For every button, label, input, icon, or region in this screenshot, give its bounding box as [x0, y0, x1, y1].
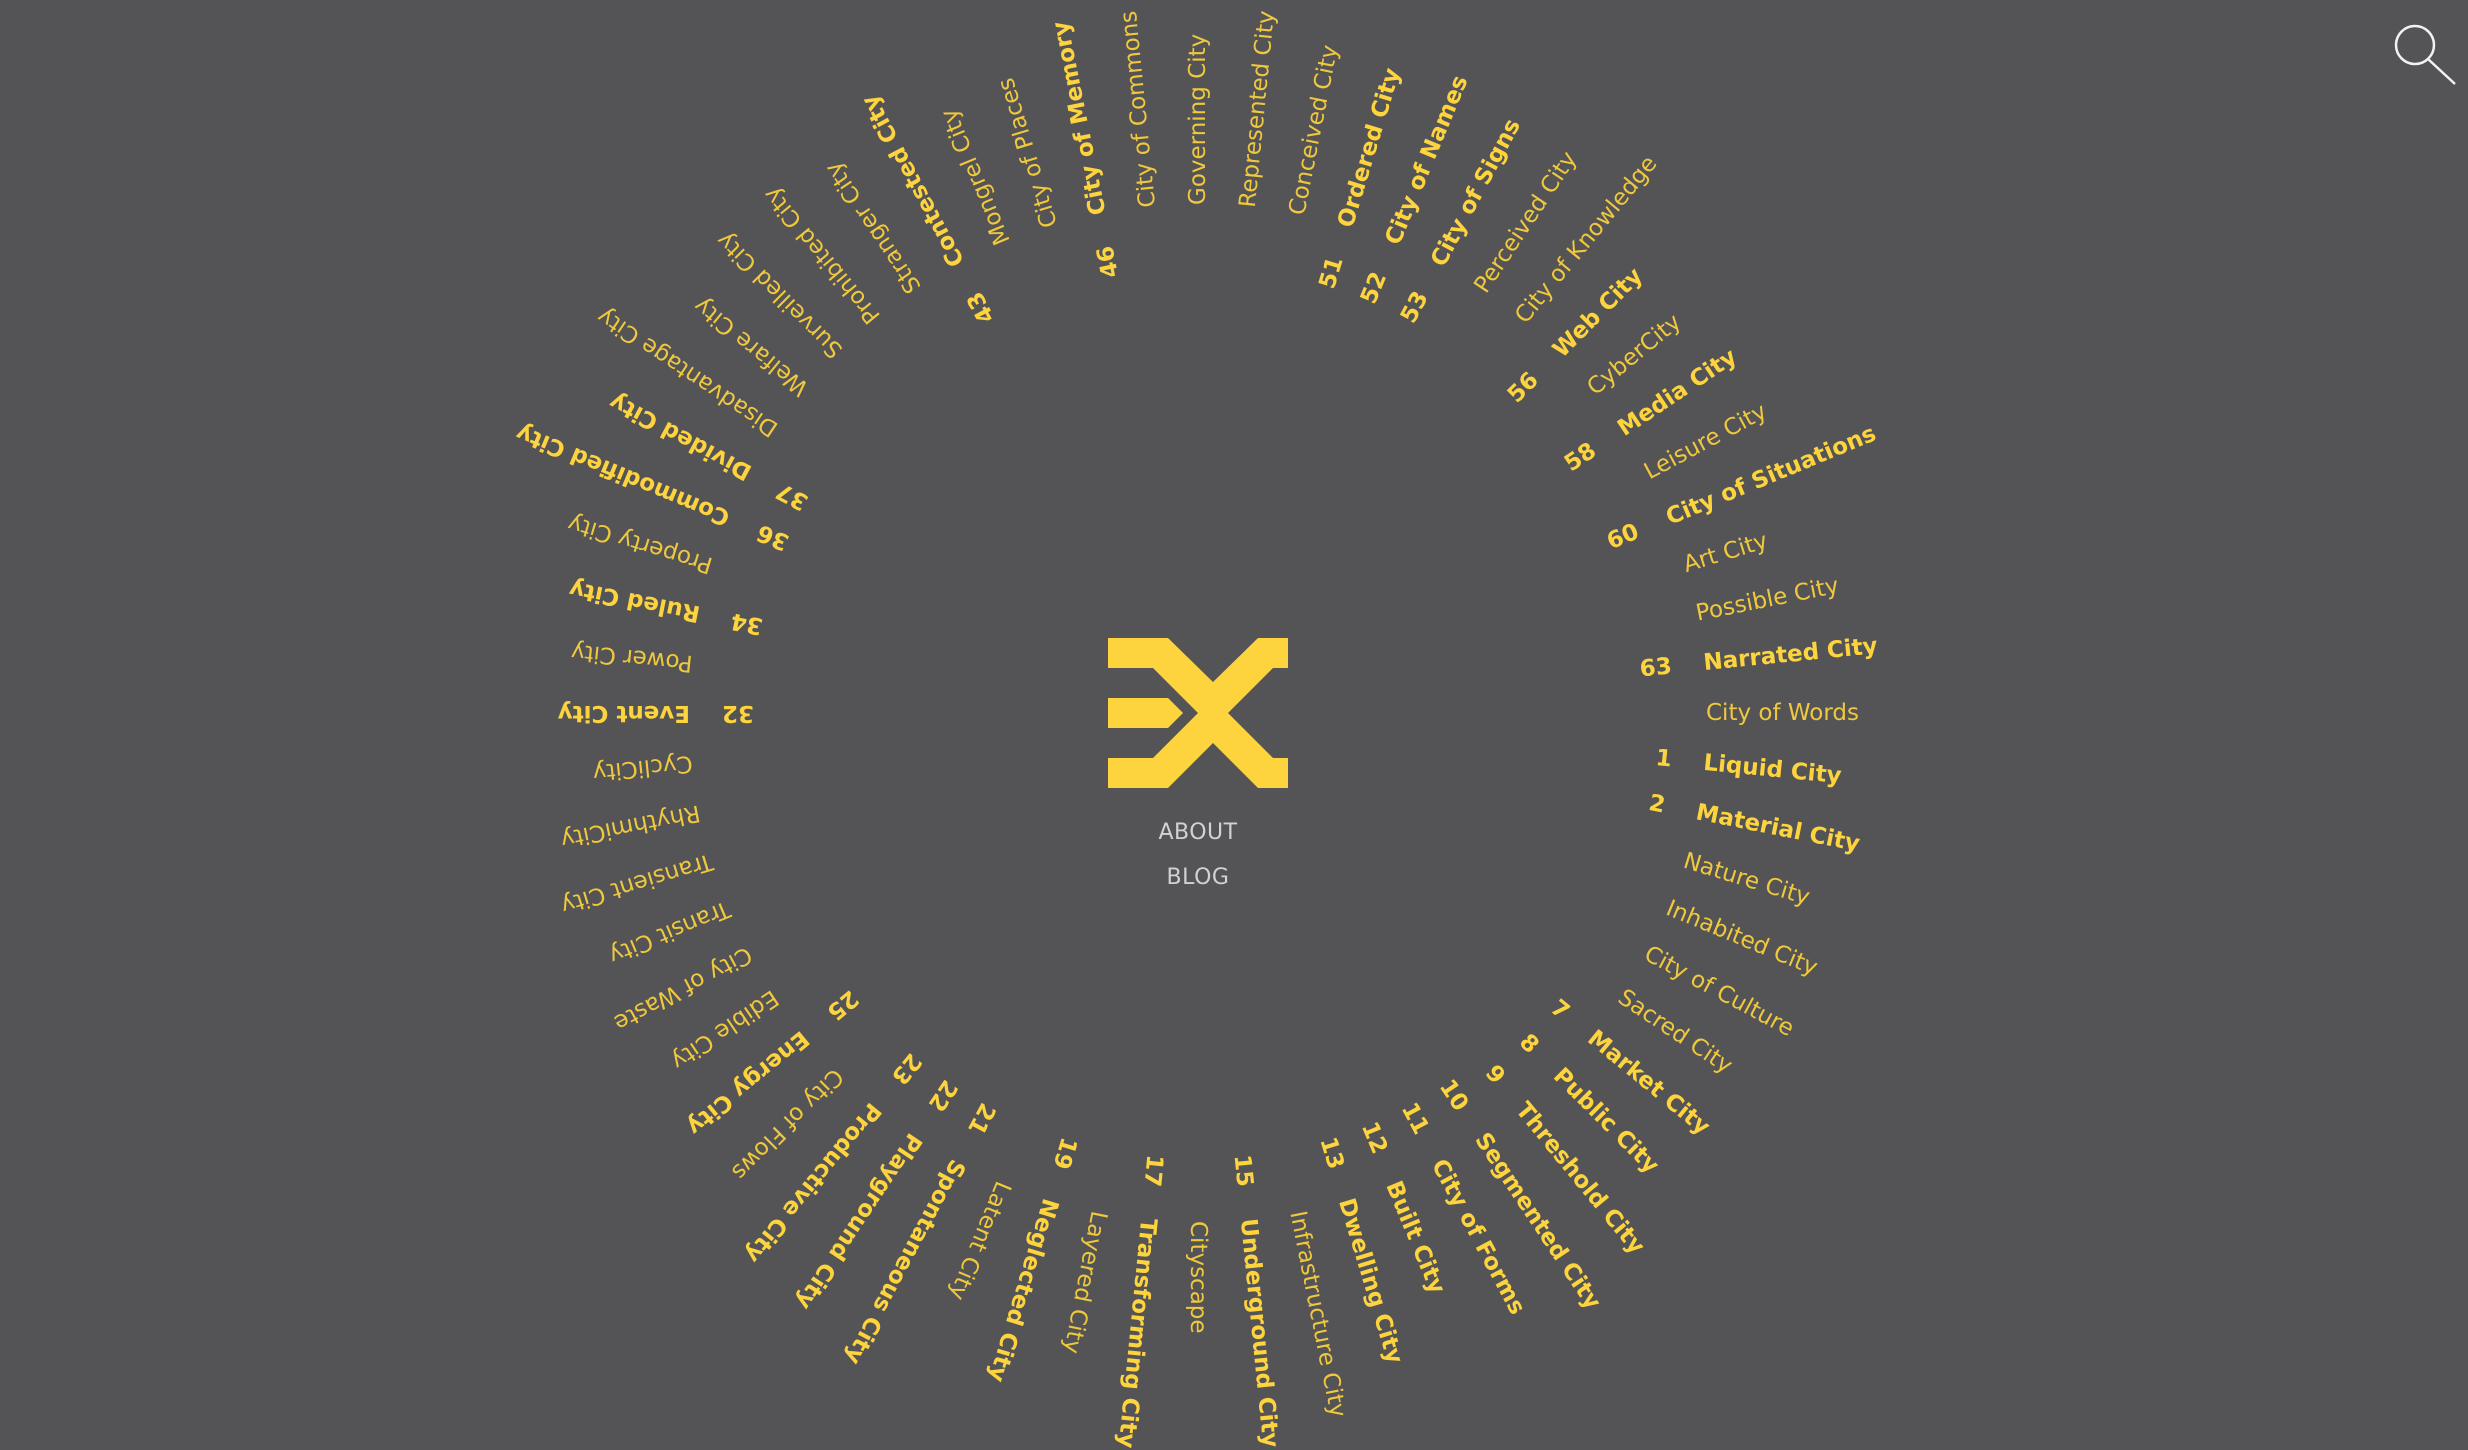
city-link[interactable]: Underground City — [1234, 1217, 1284, 1449]
city-link[interactable]: Event City — [557, 700, 690, 726]
city-number: 12 — [1355, 1118, 1393, 1158]
city-link[interactable]: City of Words — [1706, 700, 1859, 726]
city-number: 63 — [1638, 653, 1673, 683]
city-number: 36 — [753, 518, 793, 556]
city-number: 13 — [1314, 1134, 1349, 1173]
city-number: 56 — [1502, 367, 1544, 409]
city-number: 17 — [1138, 1153, 1168, 1188]
city-number: 53 — [1395, 287, 1434, 328]
city-link[interactable]: Represented City — [1234, 9, 1281, 209]
city-link[interactable]: Infrastructure City — [1284, 1208, 1351, 1420]
search-icon[interactable] — [2385, 18, 2465, 93]
city-link[interactable]: Governing City — [1185, 33, 1211, 205]
city-number: 2 — [1646, 789, 1668, 819]
city-number: 21 — [962, 1098, 1001, 1139]
city-number: 51 — [1314, 253, 1349, 292]
city-link[interactable]: Layered City — [1057, 1208, 1112, 1356]
city-link[interactable]: Transforming City — [1112, 1217, 1162, 1450]
city-link[interactable]: Productive City — [739, 1097, 886, 1268]
city-link[interactable]: City of Memory — [1047, 18, 1112, 218]
city-link[interactable]: Ruled City — [566, 575, 703, 627]
city-link[interactable]: RhythmiCity — [558, 799, 703, 853]
city-link[interactable]: Narrated City — [1702, 633, 1879, 677]
city-number: 22 — [922, 1074, 963, 1117]
city-link[interactable]: Spontaneous City — [839, 1154, 970, 1369]
city-number: 11 — [1395, 1098, 1434, 1139]
city-number: 1 — [1654, 745, 1673, 773]
city-number: 43 — [962, 287, 1001, 328]
city-link[interactable]: Art City — [1680, 527, 1771, 578]
city-link[interactable]: Disadvantage City — [592, 302, 783, 442]
city-number: 46 — [1092, 243, 1125, 281]
city-number: 15 — [1228, 1153, 1258, 1188]
ex-logo[interactable] — [1108, 638, 1288, 788]
city-link[interactable]: Possible City — [1693, 572, 1842, 627]
city-link[interactable]: City of Commons — [1115, 9, 1162, 209]
city-link[interactable]: Nature City — [1680, 848, 1813, 911]
city-link[interactable]: City of Knowledge — [1510, 151, 1663, 329]
city-number: 9 — [1479, 1060, 1511, 1090]
city-number: 34 — [728, 607, 766, 640]
city-link[interactable]: Material City — [1693, 799, 1862, 858]
city-number: 7 — [1545, 994, 1575, 1026]
city-number: 52 — [1355, 268, 1393, 308]
city-link[interactable]: Conceived City — [1284, 42, 1344, 218]
city-number: 23 — [885, 1047, 927, 1090]
city-number: 32 — [722, 700, 755, 726]
city-number: 10 — [1433, 1074, 1474, 1117]
city-number: 25 — [821, 984, 864, 1026]
about-link[interactable]: ABOUT — [1158, 820, 1238, 845]
city-link[interactable]: Cityscape — [1185, 1221, 1211, 1334]
city-number: 37 — [772, 477, 813, 516]
blog-link[interactable]: BLOG — [1166, 865, 1230, 890]
city-link[interactable]: Liquid City — [1702, 749, 1843, 790]
city-number: 19 — [1047, 1134, 1082, 1173]
city-link[interactable]: CycliCity — [591, 749, 694, 786]
city-number: 8 — [1514, 1029, 1544, 1059]
city-number: 58 — [1559, 437, 1602, 478]
city-link[interactable]: Power City — [569, 638, 694, 677]
city-number: 60 — [1603, 518, 1643, 556]
